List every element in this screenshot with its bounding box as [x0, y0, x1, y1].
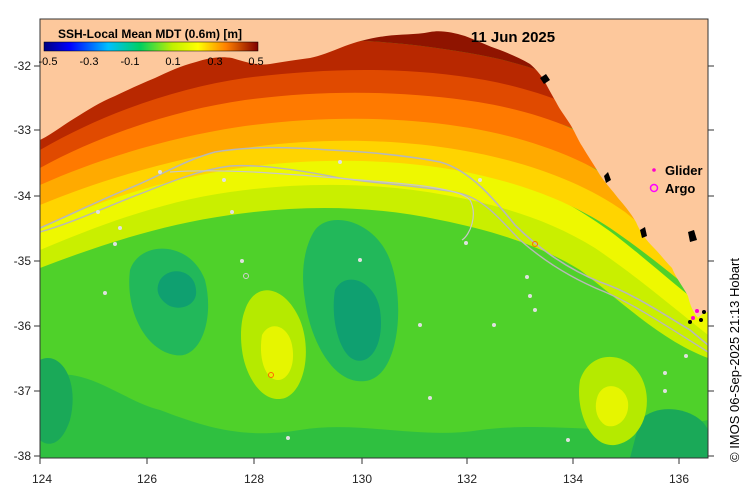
map-date: 11 Jun 2025: [471, 29, 555, 46]
ssh-band-south: [40, 374, 708, 458]
lat-ticks: [34, 65, 714, 457]
ssh-eddy-sw: [40, 358, 73, 444]
ssh-band-orange: [40, 104, 708, 285]
ssh-band-deep-orange: [40, 82, 708, 263]
colorbar-tick-5: 0.3: [207, 56, 222, 68]
lat-label-33: -33: [14, 123, 32, 137]
legend-glider: Glider: [665, 163, 703, 178]
track-2: [40, 164, 708, 353]
lat-label-38: -38: [14, 449, 32, 463]
ssh-eddy-se: [630, 409, 708, 458]
lon-ticks: [39, 458, 680, 464]
map-plot-area: [40, 19, 708, 458]
island-speck-3: [640, 227, 647, 238]
plot-frame: [39, 18, 709, 459]
island-speck-2: [604, 172, 611, 183]
lon-label-134: 134: [563, 472, 583, 486]
ssh-eddy-west-core: [157, 271, 197, 308]
observation-points: [96, 160, 688, 442]
colorbar-tick-1: -0.5: [39, 56, 58, 68]
colorbar-gradient: [43, 41, 259, 52]
island-speck-1: [540, 74, 550, 84]
colorbar-tick-3: -0.1: [121, 56, 140, 68]
colorbar-tick-4: 0.1: [165, 56, 180, 68]
colorbar: SSH-Local Mean MDT (0.6m) [m] -0.5 -0.3 …: [39, 27, 264, 68]
ssh-eddy-warm-core: [260, 326, 294, 380]
island-speck-4: [688, 230, 697, 242]
lat-label-37: -37: [14, 384, 32, 398]
lon-label-136: 136: [669, 472, 689, 486]
colorbar-tick-6: 0.5: [248, 56, 263, 68]
lon-label-132: 132: [457, 472, 477, 486]
lat-label-35: -35: [14, 254, 32, 268]
legend: Glider Argo: [649, 163, 703, 196]
ssh-eddy-central-core: [333, 279, 381, 361]
lat-label-36: -36: [14, 319, 32, 333]
credit-text: © IMOS 06-Sep-2025 21:13 Hobart: [727, 258, 742, 462]
lat-label-34: -34: [14, 189, 32, 203]
argo-legend-icon: [649, 183, 659, 193]
ssh-eddy-warm-east-core: [595, 386, 629, 427]
ssh-band-red-orange: [40, 60, 708, 240]
glider-legend-icon: [652, 168, 656, 172]
colorbar-tick-2: -0.3: [80, 56, 99, 68]
glider-markers: [688, 309, 706, 324]
ssh-band-red: [40, 40, 708, 218]
lon-label-124: 124: [32, 472, 52, 486]
colorbar-title: SSH-Local Mean MDT (0.6m) [m]: [58, 27, 242, 41]
track-3: [169, 170, 474, 241]
track-1: [40, 146, 708, 346]
legend-argo: Argo: [665, 181, 695, 196]
lon-label-128: 128: [244, 472, 264, 486]
lon-label-126: 126: [137, 472, 157, 486]
lon-label-130: 130: [352, 472, 372, 486]
lat-label-32: -32: [14, 59, 32, 73]
